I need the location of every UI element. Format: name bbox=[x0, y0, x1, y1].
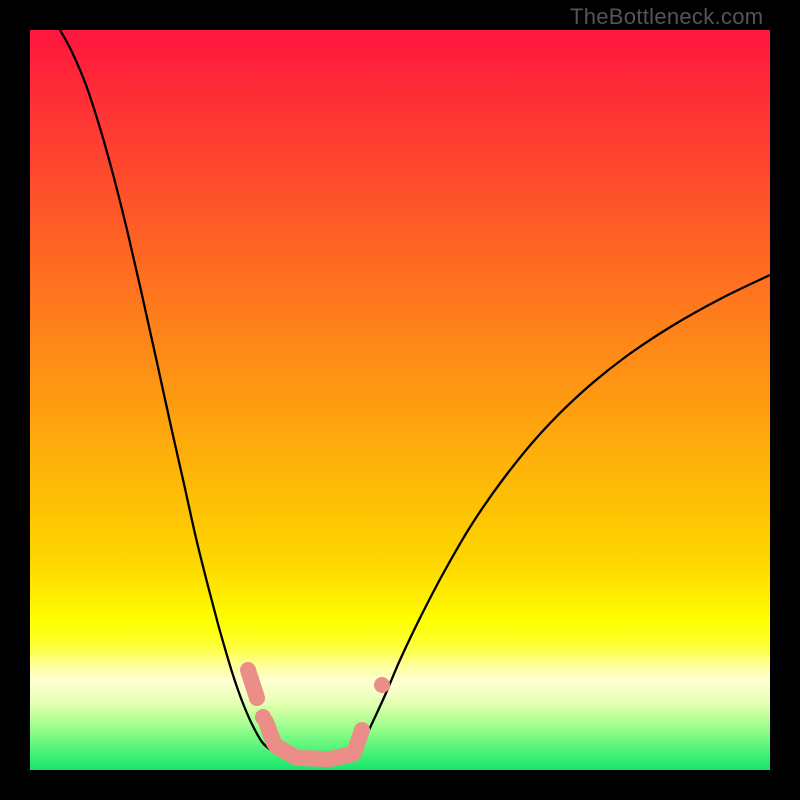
curves-layer bbox=[30, 30, 770, 770]
canvas-root: TheBottleneck.com bbox=[0, 0, 800, 800]
plot-area bbox=[30, 30, 770, 770]
watermark-text: TheBottleneck.com bbox=[570, 4, 763, 30]
marker-group bbox=[248, 670, 390, 759]
marker-dot bbox=[374, 677, 390, 693]
bottleneck-curve-path bbox=[60, 30, 770, 759]
bottleneck-curve bbox=[60, 30, 770, 759]
marker-capsule bbox=[248, 670, 257, 698]
marker-capsule bbox=[355, 730, 362, 750]
